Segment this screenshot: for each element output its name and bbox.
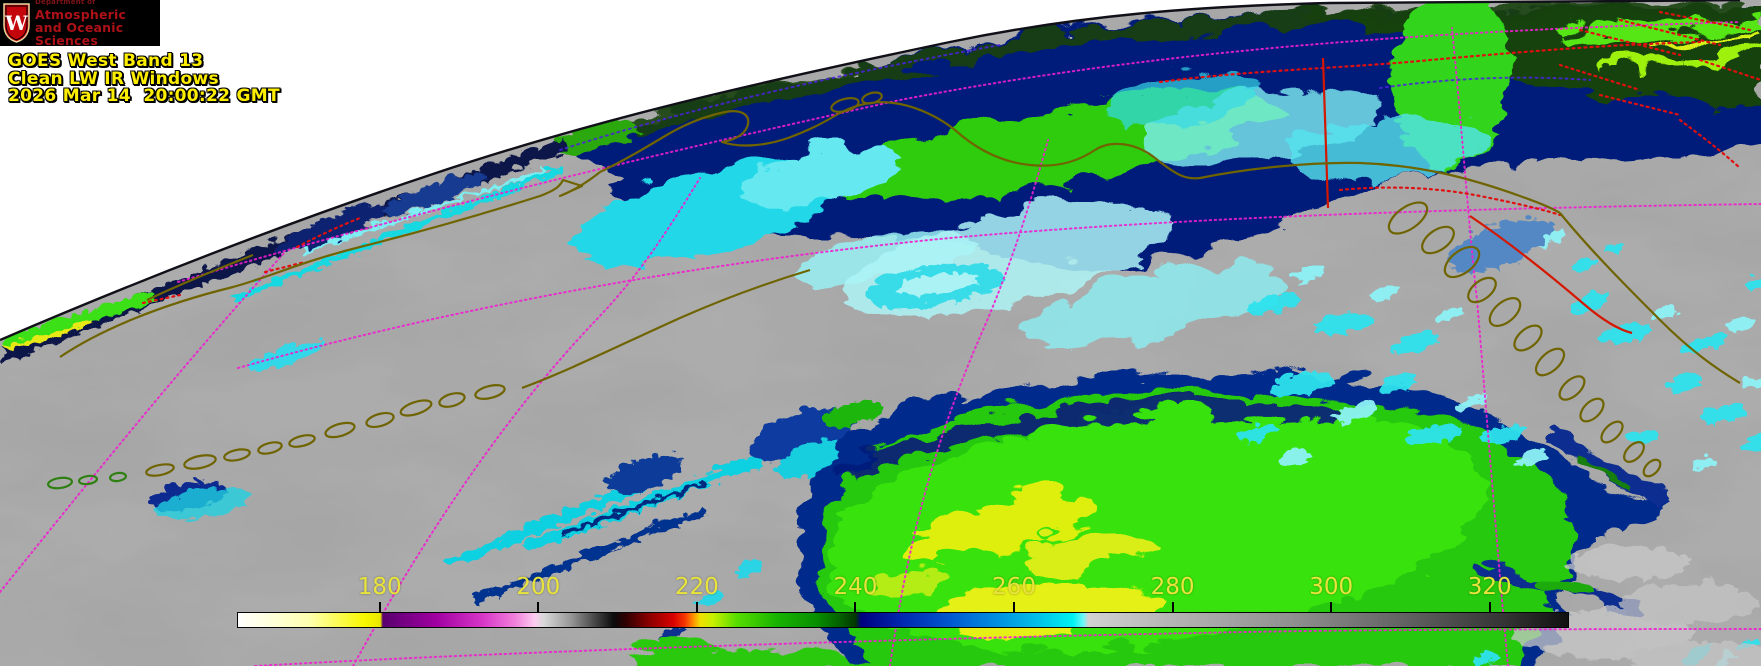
limb-cold-cloud-band [551, 0, 1761, 339]
colorbar-tick-200 [537, 602, 540, 612]
colorbar-tick-300 [1330, 602, 1333, 612]
uw-crest-icon: W [3, 3, 30, 43]
chukotka-coast [59, 171, 601, 358]
colorbar-label-240: 240 [833, 574, 878, 600]
colorbar-tick-240 [854, 602, 857, 612]
meridian-line [1451, 27, 1509, 666]
product-subtitle: Clean LW IR Windows [8, 68, 219, 89]
colorbar-tick-220 [695, 602, 698, 612]
uw-aos-logo: W Department of Atmospheric and Oceanic … [0, 0, 160, 48]
parallel-line [177, 21, 1741, 283]
alaska-west-coast [599, 110, 839, 173]
space-region [0, 0, 1740, 340]
logo-line-1: Atmospheric [35, 6, 127, 22]
timestamp: 2026 Mar 14 20:00:22 GMT [8, 86, 280, 106]
graticule [0, 21, 1761, 666]
colorbar-tick-180 [378, 602, 381, 612]
parallel-line [254, 628, 1761, 666]
product-title: GOES West Band 13 [8, 51, 204, 71]
colorbar-label-200: 200 [516, 574, 561, 600]
political-boundaries [141, 10, 1761, 335]
colorbar-label-320: 320 [1467, 574, 1512, 600]
colorbar-label-300: 300 [1309, 574, 1354, 600]
colorbar-label-220: 220 [674, 574, 719, 600]
alaska-yukon-border [1321, 57, 1330, 209]
panhandle-islands [1387, 201, 1662, 478]
alaska-main-coast [837, 101, 1561, 214]
colorbar-label-260: 260 [992, 574, 1036, 600]
colorbar-label-280: 280 [1150, 574, 1195, 600]
colorbar-gradient [237, 612, 1569, 628]
meridian-line [0, 251, 286, 593]
storm-system [620, 366, 1667, 666]
meridian-line [889, 139, 1049, 666]
earth-limb [0, 0, 1741, 342]
logo-department-line: Department of [35, 0, 96, 6]
panhandle-border [1469, 215, 1633, 335]
alaska-peninsula [521, 268, 811, 390]
chukotka-inner-coast [146, 253, 254, 301]
bc-coast [1559, 212, 1741, 384]
aleutian-islands [145, 268, 811, 477]
image-title-block: GOES West Band 13 Clean LW IR Windows 20… [8, 51, 280, 106]
parallel-line [237, 203, 1761, 369]
colorbar-label-180: 180 [357, 574, 402, 600]
cyan-speckle-field [1235, 215, 1761, 663]
colorbar-tick-320 [1488, 602, 1491, 612]
front-streaks [147, 259, 1000, 639]
western-aleutians [46, 471, 128, 490]
coastlines [46, 91, 1741, 490]
crest-letter: W [4, 11, 28, 35]
colorbar-tick-260 [1013, 602, 1015, 612]
meridian-line [352, 177, 701, 666]
logo-line-2: and Oceanic Sciences [35, 20, 124, 48]
colorbar-tick-280 [1171, 602, 1174, 612]
